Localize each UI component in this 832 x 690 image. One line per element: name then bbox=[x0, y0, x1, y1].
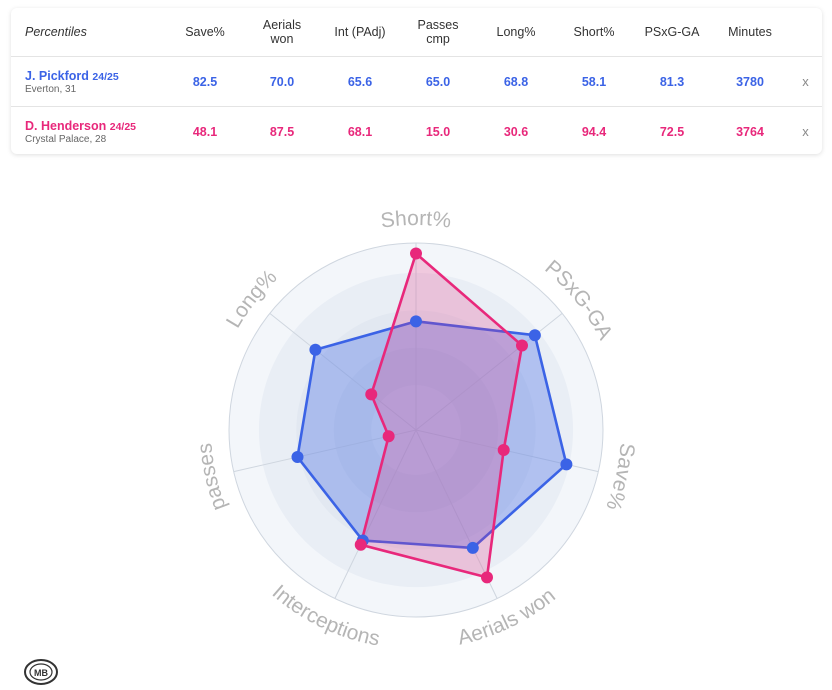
stat-value: 3780 bbox=[736, 74, 764, 89]
radar-spoke bbox=[415, 429, 498, 599]
stat-value: 72.5 bbox=[659, 124, 685, 139]
radar-data-point bbox=[410, 315, 422, 328]
radar-spoke bbox=[334, 429, 417, 599]
radar-axis-label-text: Save% bbox=[601, 442, 638, 513]
radar-data-point bbox=[515, 339, 528, 352]
radar-axis-label-text: passes bbox=[193, 442, 230, 513]
radar-data-point bbox=[466, 541, 479, 554]
column-header: Passes cmp bbox=[417, 18, 459, 46]
stat-value: 70.0 bbox=[269, 74, 295, 89]
radar-data-point bbox=[365, 388, 378, 401]
player-cell: D. Henderson 24/25 Crystal Palace, 28 bbox=[11, 107, 167, 157]
logo-text: MB bbox=[34, 668, 48, 678]
table-row: J. Pickford 24/25 Everton, 31 82.5 70.0 … bbox=[11, 56, 822, 107]
column-header: Short% bbox=[573, 25, 615, 39]
radar-series-area bbox=[359, 252, 524, 579]
stat-value: 58.1 bbox=[581, 74, 607, 89]
stat-value: 65.6 bbox=[347, 74, 373, 89]
radar-axis-label-text: Short% bbox=[379, 207, 452, 233]
radar-data-point bbox=[382, 430, 395, 443]
stat-value: 3764 bbox=[736, 124, 764, 139]
radar-data-point bbox=[410, 247, 422, 260]
player-cell: J. Pickford 24/25 Everton, 31 bbox=[11, 57, 167, 107]
player-season: 24/25 bbox=[109, 120, 137, 133]
radar-axis-label: Short% bbox=[379, 207, 452, 233]
radar-axis-label: Save% bbox=[601, 442, 638, 513]
column-header: Minutes bbox=[728, 25, 772, 39]
stat-value: 81.3 bbox=[659, 74, 685, 89]
column-header: Save% bbox=[185, 25, 225, 39]
stat-value: 15.0 bbox=[425, 124, 451, 139]
stat-value: 82.5 bbox=[192, 74, 218, 89]
stat-value: 48.1 bbox=[192, 124, 218, 139]
radar-data-point bbox=[497, 444, 510, 457]
table-row: D. Henderson 24/25 Crystal Palace, 28 48… bbox=[11, 106, 822, 157]
header-percentiles: Percentiles bbox=[25, 25, 87, 39]
stat-value: 68.8 bbox=[503, 74, 529, 89]
stat-value: 87.5 bbox=[269, 124, 295, 139]
percentile-table-card: Percentiles Save% Aerials won Int (PAdj) … bbox=[11, 8, 822, 154]
stat-value: 65.0 bbox=[425, 74, 451, 89]
column-header: Long% bbox=[496, 25, 536, 39]
player-club: Crystal Palace, 28 bbox=[25, 133, 107, 145]
radar-data-point bbox=[560, 458, 573, 471]
player-name[interactable]: J. Pickford bbox=[25, 68, 89, 83]
percentile-table: Percentiles Save% Aerials won Int (PAdj) … bbox=[11, 8, 822, 157]
stat-value: 30.6 bbox=[503, 124, 529, 139]
radar-data-point bbox=[309, 343, 322, 356]
radar-spoke bbox=[269, 313, 417, 431]
player-name[interactable]: D. Henderson bbox=[25, 118, 107, 133]
radar-data-point bbox=[480, 571, 493, 584]
stat-value: 94.4 bbox=[581, 124, 607, 139]
column-header: Int (PAdj) bbox=[334, 25, 386, 39]
remove-player-button[interactable]: x bbox=[802, 74, 809, 89]
stat-value: 68.1 bbox=[347, 124, 373, 139]
player-club: Everton, 31 bbox=[25, 83, 77, 95]
column-header: PSxG-GA bbox=[644, 25, 700, 39]
column-header: Aerials won bbox=[262, 18, 302, 46]
remove-player-button[interactable]: x bbox=[802, 124, 809, 140]
radar-data-point bbox=[354, 538, 367, 551]
radar-data-point bbox=[528, 329, 541, 342]
radar-data-point bbox=[291, 451, 304, 464]
logo: MB bbox=[22, 655, 60, 690]
player-season: 24/25 bbox=[92, 70, 119, 83]
table-header-row: Percentiles Save% Aerials won Int (PAdj) … bbox=[11, 8, 822, 57]
radar-axis-label: passes bbox=[193, 442, 230, 513]
